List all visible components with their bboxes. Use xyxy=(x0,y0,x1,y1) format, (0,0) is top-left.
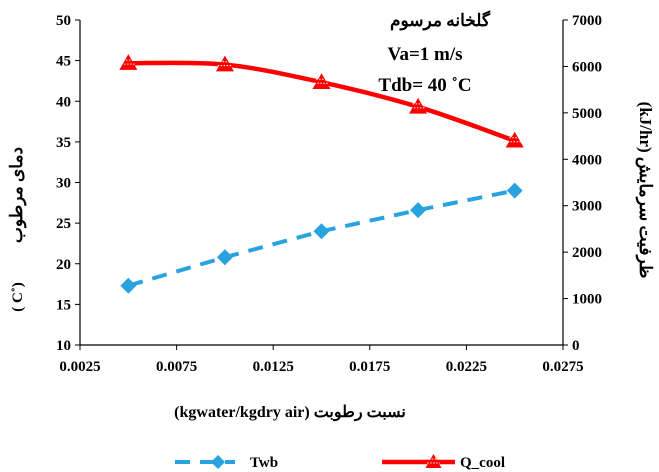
legend-label: Q_cool xyxy=(460,455,505,471)
y-left-tick-labels: 10 15 20 25 30 35 40 45 50 xyxy=(56,13,71,354)
y-right-tick-labels: 0 1000 2000 3000 4000 5000 6000 7000 xyxy=(572,13,602,354)
y-left-tick-label: 15 xyxy=(56,297,71,313)
data-point-marker xyxy=(216,249,233,266)
y-left-tick-label: 35 xyxy=(56,135,71,151)
series-q-cool xyxy=(119,54,524,148)
data-point-marker xyxy=(120,277,137,294)
data-point-marker xyxy=(215,55,234,72)
data-point-marker xyxy=(506,182,523,199)
y-right-tick-label: 5000 xyxy=(572,106,602,122)
legend-item-twb: Twb xyxy=(175,455,278,471)
y-left-axis-label: دمای مرطوب xyxy=(7,147,27,243)
data-point-marker xyxy=(312,73,331,89)
x-tick-labels: 0.0025 0.0075 0.0125 0.0175 0.0225 0.0275 xyxy=(59,359,583,375)
y-right-tick-label: 0 xyxy=(572,338,580,354)
legend-swatch-marker xyxy=(211,455,225,469)
data-point-marker xyxy=(410,202,427,219)
data-point-marker xyxy=(313,223,330,240)
y-left-tick-label: 10 xyxy=(56,338,71,354)
x-tick-label: 0.0025 xyxy=(59,359,100,375)
y-left-axis-unit: ( C˚) xyxy=(10,282,26,312)
y-left-tick-label: 50 xyxy=(56,13,71,29)
y-right-tick-label: 1000 xyxy=(572,292,602,308)
x-axis-label: نسبت رطوبت (kgwater/kgdry air) xyxy=(174,404,406,422)
y-right-axis-label: ظرفیت سرمایش (kJ/hr) xyxy=(635,102,655,279)
series-twb xyxy=(120,182,523,294)
y-right-tick-label: 3000 xyxy=(572,199,602,215)
legend: Twb Q_cool xyxy=(175,454,505,471)
axes xyxy=(75,19,568,350)
legend-item-q-cool: Q_cool xyxy=(382,454,505,471)
x-tick-label: 0.0175 xyxy=(349,359,390,375)
legend-label: Twb xyxy=(250,455,278,471)
series-layer xyxy=(119,54,524,294)
y-left-tick-label: 20 xyxy=(56,257,71,273)
y-right-tick-label: 4000 xyxy=(572,152,602,168)
data-point-marker xyxy=(505,131,524,148)
legend-swatch-marker xyxy=(425,454,442,468)
x-tick-label: 0.0275 xyxy=(542,359,583,375)
y-right-tick-label: 7000 xyxy=(572,13,602,29)
annotation-temperature: Tdb= 40 ˚C xyxy=(378,75,471,96)
data-point-marker xyxy=(409,97,428,114)
chart-title: گلخانه مرسوم xyxy=(390,10,491,31)
data-point-marker xyxy=(119,54,138,70)
y-left-tick-label: 30 xyxy=(56,176,71,192)
x-tick-label: 0.0125 xyxy=(253,359,294,375)
y-left-tick-label: 45 xyxy=(56,54,71,70)
y-right-tick-label: 2000 xyxy=(572,245,602,261)
x-tick-label: 0.0075 xyxy=(156,359,197,375)
annotation-velocity: Va=1 m/s xyxy=(387,44,462,65)
y-right-tick-label: 6000 xyxy=(572,59,602,75)
x-tick-label: 0.0225 xyxy=(446,359,487,375)
y-left-tick-label: 40 xyxy=(56,94,71,110)
y-left-tick-label: 25 xyxy=(56,216,71,232)
